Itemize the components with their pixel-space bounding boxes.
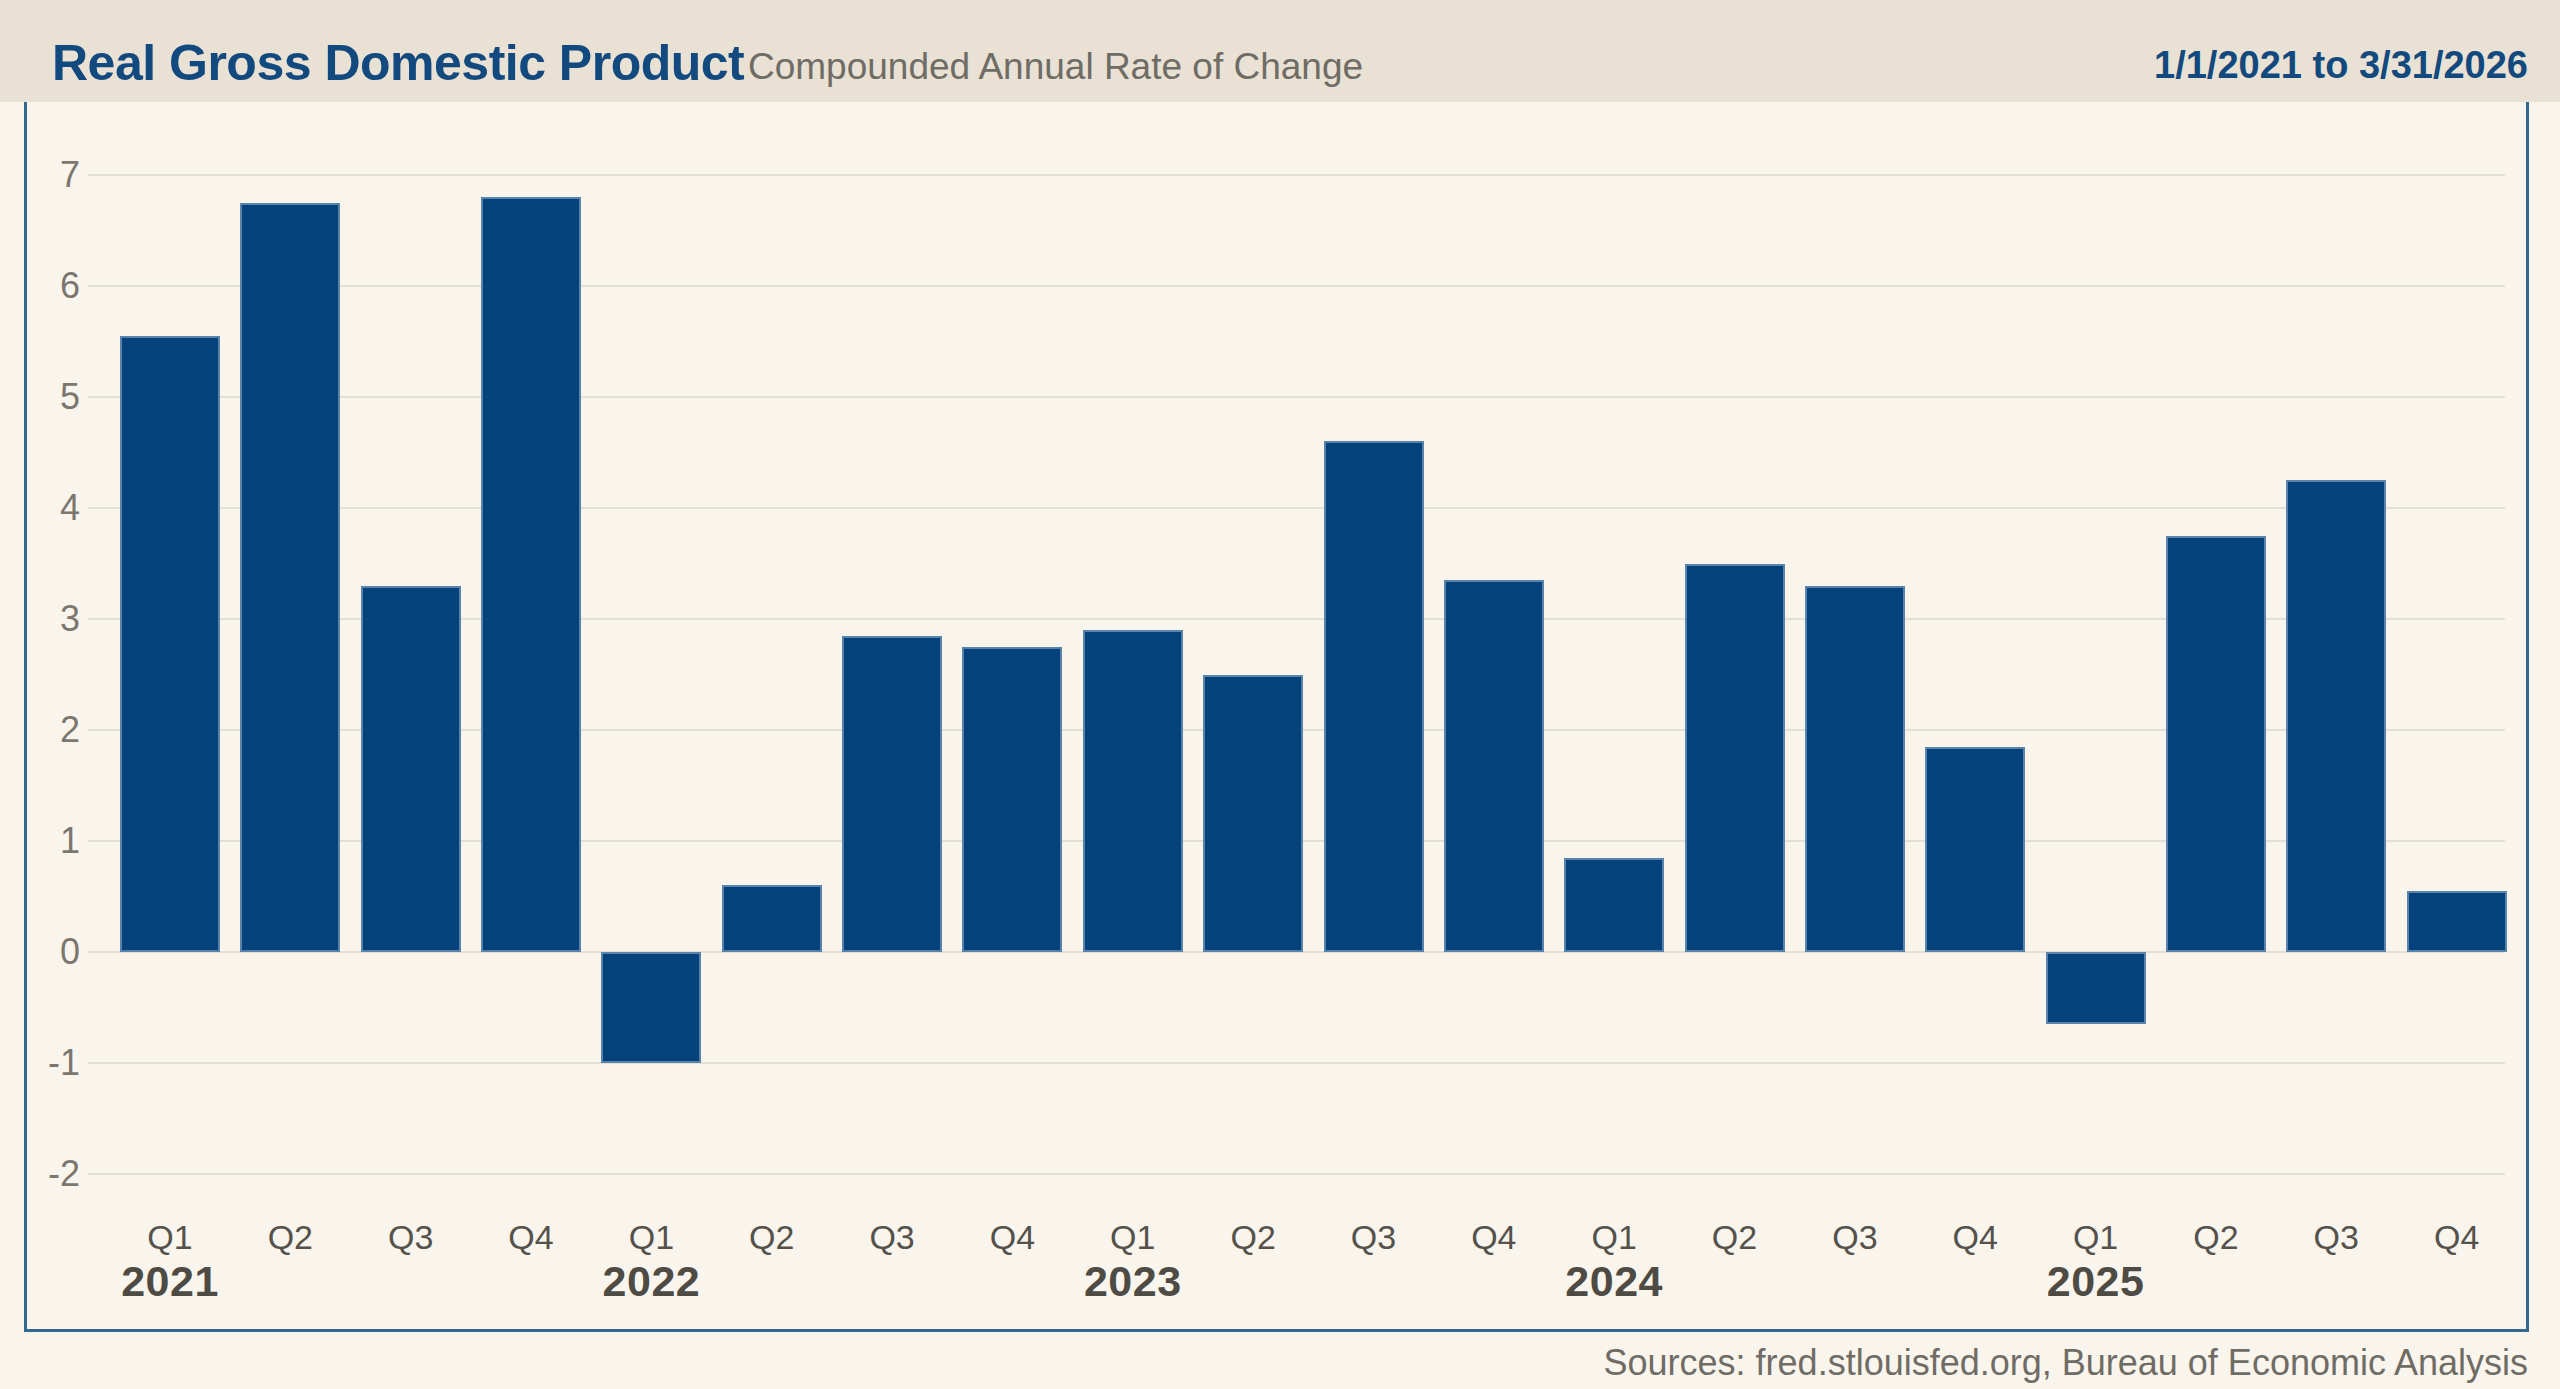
bar-2022-Q4: [962, 647, 1062, 952]
x-axis-quarter-label: Q4: [2397, 1218, 2517, 1256]
bar-2023-Q4: [1444, 580, 1544, 952]
bar-2025-Q3: [2286, 480, 2386, 952]
y-axis-tick-label: -1: [0, 1045, 80, 1081]
bar-2022-Q3: [842, 636, 942, 952]
fred-gdp-chart: Real Gross Domestic Product Compounded A…: [0, 0, 2560, 1389]
x-axis-quarter-label: Q1: [2036, 1218, 2156, 1256]
x-axis-quarter-label: Q3: [1314, 1218, 1434, 1256]
x-axis-quarter-label: Q1: [591, 1218, 711, 1256]
x-axis-year-label-2021: 2021: [70, 1258, 270, 1304]
plot-area: 76543210-1-2Q12021Q2Q3Q4Q12022Q2Q3Q4Q120…: [0, 0, 2560, 1389]
y-axis-tick-label: 4: [0, 490, 80, 526]
x-axis-year-label-2025: 2025: [1996, 1258, 2196, 1304]
x-axis-year-label-2023: 2023: [1033, 1258, 1233, 1304]
bar-2021-Q4: [481, 197, 581, 952]
y-axis-tick-label: 6: [0, 268, 80, 304]
x-axis-quarter-label: Q2: [712, 1218, 832, 1256]
x-axis-quarter-label: Q3: [1795, 1218, 1915, 1256]
x-axis-year-label-2022: 2022: [551, 1258, 751, 1304]
bar-2021-Q1: [120, 336, 220, 952]
source-attribution: Sources: fred.stlouisfed.org, Bureau of …: [1604, 1342, 2528, 1384]
gridline-y-6: [88, 285, 2505, 287]
bar-2024-Q2: [1685, 564, 1785, 953]
bar-2024-Q1: [1564, 858, 1664, 952]
x-axis-quarter-label: Q3: [2276, 1218, 2396, 1256]
y-axis-tick-label: 5: [0, 379, 80, 415]
x-axis-quarter-label: Q2: [1675, 1218, 1795, 1256]
x-axis-quarter-label: Q2: [230, 1218, 350, 1256]
bar-2024-Q4: [1925, 747, 2025, 952]
x-axis-year-label-2024: 2024: [1514, 1258, 1714, 1304]
y-axis-tick-label: 1: [0, 823, 80, 859]
gridline-y-4: [88, 507, 2505, 509]
bar-2025-Q2: [2166, 536, 2266, 952]
x-axis-quarter-label: Q3: [832, 1218, 952, 1256]
x-axis-quarter-label: Q1: [1554, 1218, 1674, 1256]
bar-2024-Q3: [1805, 586, 1905, 952]
gridline-y-7: [88, 174, 2505, 176]
x-axis-quarter-label: Q4: [952, 1218, 1072, 1256]
y-axis-tick-label: 0: [0, 934, 80, 970]
x-axis-quarter-label: Q4: [1434, 1218, 1554, 1256]
bar-2023-Q2: [1203, 675, 1303, 953]
bar-2021-Q3: [361, 586, 461, 952]
bar-2021-Q2: [240, 203, 340, 952]
bar-2025-Q4: [2407, 891, 2507, 952]
gridline-y--2: [88, 1173, 2505, 1175]
gridline-y-5: [88, 396, 2505, 398]
x-axis-quarter-label: Q3: [351, 1218, 471, 1256]
bar-2022-Q1: [601, 952, 701, 1063]
y-axis-tick-label: 2: [0, 712, 80, 748]
x-axis-quarter-label: Q2: [1193, 1218, 1313, 1256]
bar-2023-Q3: [1324, 441, 1424, 952]
bar-2025-Q1: [2046, 952, 2146, 1024]
x-axis-quarter-label: Q1: [1073, 1218, 1193, 1256]
bar-2022-Q2: [722, 885, 822, 952]
x-axis-quarter-label: Q2: [2156, 1218, 2276, 1256]
y-axis-tick-label: -2: [0, 1156, 80, 1192]
y-axis-tick-label: 7: [0, 157, 80, 193]
x-axis-quarter-label: Q4: [1915, 1218, 2035, 1256]
y-axis-tick-label: 3: [0, 601, 80, 637]
x-axis-quarter-label: Q4: [471, 1218, 591, 1256]
x-axis-quarter-label: Q1: [110, 1218, 230, 1256]
gridline-y--1: [88, 1062, 2505, 1064]
bar-2023-Q1: [1083, 630, 1183, 952]
